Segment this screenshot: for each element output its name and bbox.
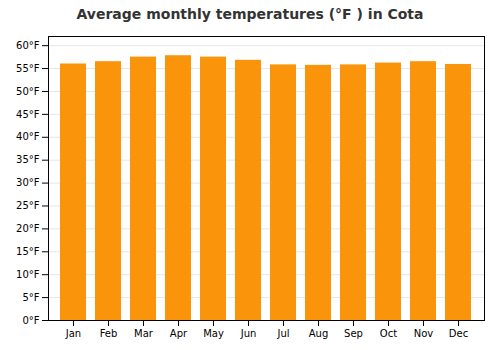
svg-text:5°F: 5°F (22, 292, 39, 303)
svg-text:20°F: 20°F (16, 223, 40, 234)
svg-text:0°F: 0°F (22, 315, 39, 326)
svg-text:Dec: Dec (449, 328, 468, 339)
svg-text:30°F: 30°F (16, 177, 40, 188)
svg-text:50°F: 50°F (16, 86, 40, 97)
svg-text:May: May (203, 328, 224, 339)
svg-text:40°F: 40°F (16, 131, 40, 142)
svg-text:25°F: 25°F (16, 200, 40, 211)
svg-text:Feb: Feb (100, 328, 118, 339)
svg-text:Jun: Jun (240, 328, 257, 339)
svg-text:45°F: 45°F (16, 109, 40, 120)
svg-text:Nov: Nov (414, 328, 434, 339)
svg-text:35°F: 35°F (16, 154, 40, 165)
svg-text:Mar: Mar (134, 328, 154, 339)
svg-text:15°F: 15°F (16, 246, 40, 257)
html-text:Average monthly temperatures (: Average monthly temperatures (°F ) in Co… (76, 6, 424, 22)
svg-text:Jul: Jul (276, 328, 289, 339)
svg-text:Jan: Jan (65, 328, 81, 339)
svg-text:10°F: 10°F (16, 269, 40, 280)
svg-text:55°F: 55°F (16, 63, 40, 74)
svg-text:Apr: Apr (170, 328, 188, 339)
svg-text:60°F: 60°F (16, 40, 40, 51)
svg-text:Aug: Aug (309, 328, 329, 339)
svg-text:Sep: Sep (344, 328, 363, 339)
svg-text:Oct: Oct (380, 328, 397, 339)
